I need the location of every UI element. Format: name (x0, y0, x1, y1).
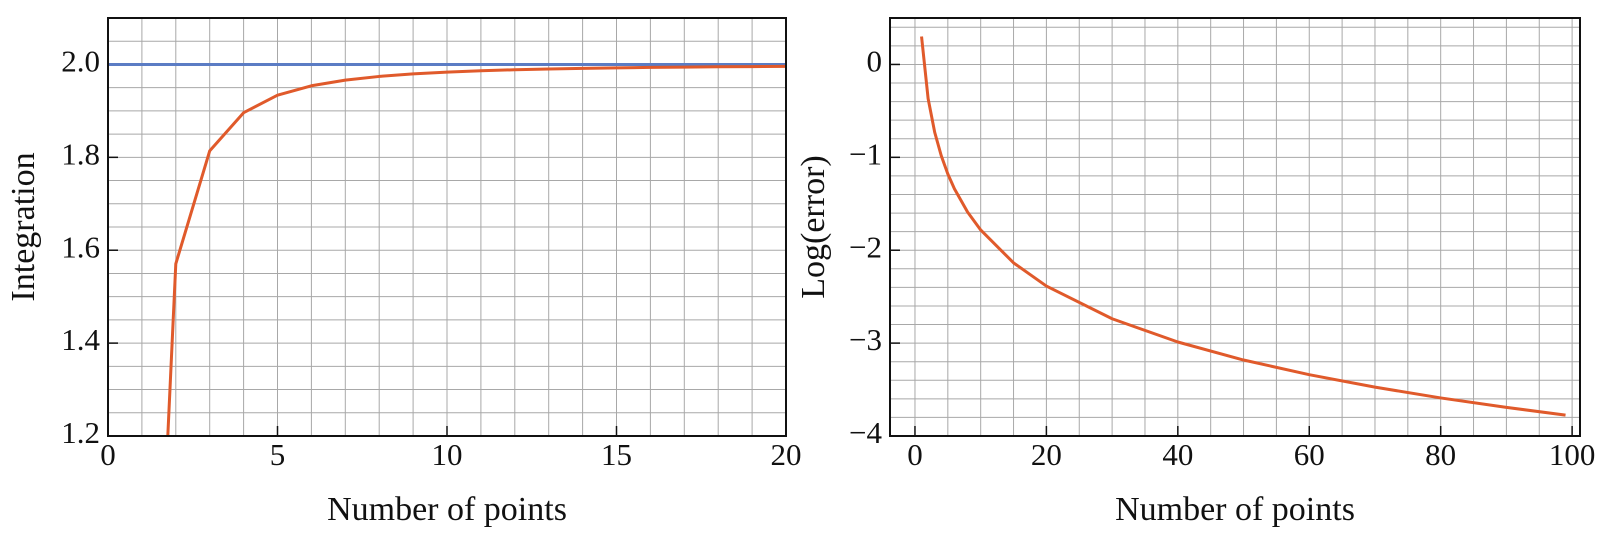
x-axis-title: Number of points (1115, 491, 1355, 528)
y-axis-title: Log(error) (795, 155, 832, 298)
x-tick-label: 0 (100, 437, 116, 472)
x-tick-label: 15 (601, 437, 632, 472)
x-tick-label: 40 (1162, 437, 1193, 472)
panel: 0 5 10 15 20 1.2 1.4 1.6 1.8 2.0 Number of points I… (5, 17, 802, 528)
x-tick-label: 5 (270, 437, 286, 472)
y-tick-label: 2.0 (61, 44, 100, 79)
x-tick-label: 20 (771, 437, 802, 472)
plot-frame (889, 17, 1581, 437)
panel: 0 20 40 60 80 100 −4 −3 −2 −1 0 Number of points Log… (795, 17, 1596, 528)
x-tick-label: 100 (1549, 437, 1596, 472)
plot-frame (107, 17, 787, 437)
y-axis-title: Integration (5, 152, 42, 301)
x-tick-label: 20 (1031, 437, 1062, 472)
x-tick-label: 10 (432, 437, 463, 472)
y-tick-label: 0 (867, 44, 883, 79)
x-tick-label: 0 (907, 437, 923, 472)
y-tick-label: −4 (849, 415, 882, 450)
series-line (166, 64, 786, 436)
y-tick-label: −3 (849, 322, 882, 357)
x-tick-label: 60 (1294, 437, 1325, 472)
y-tick-label: 1.8 (61, 136, 100, 171)
series-line (920, 36, 1566, 417)
y-tick-label: −2 (849, 229, 882, 264)
x-tick-label: 80 (1425, 437, 1456, 472)
x-axis-title: Number of points (327, 491, 567, 528)
y-tick-label: 1.2 (61, 415, 100, 450)
y-tick-label: 1.6 (61, 229, 100, 264)
y-tick-label: −1 (849, 136, 882, 171)
y-tick-label: 1.4 (61, 322, 100, 357)
